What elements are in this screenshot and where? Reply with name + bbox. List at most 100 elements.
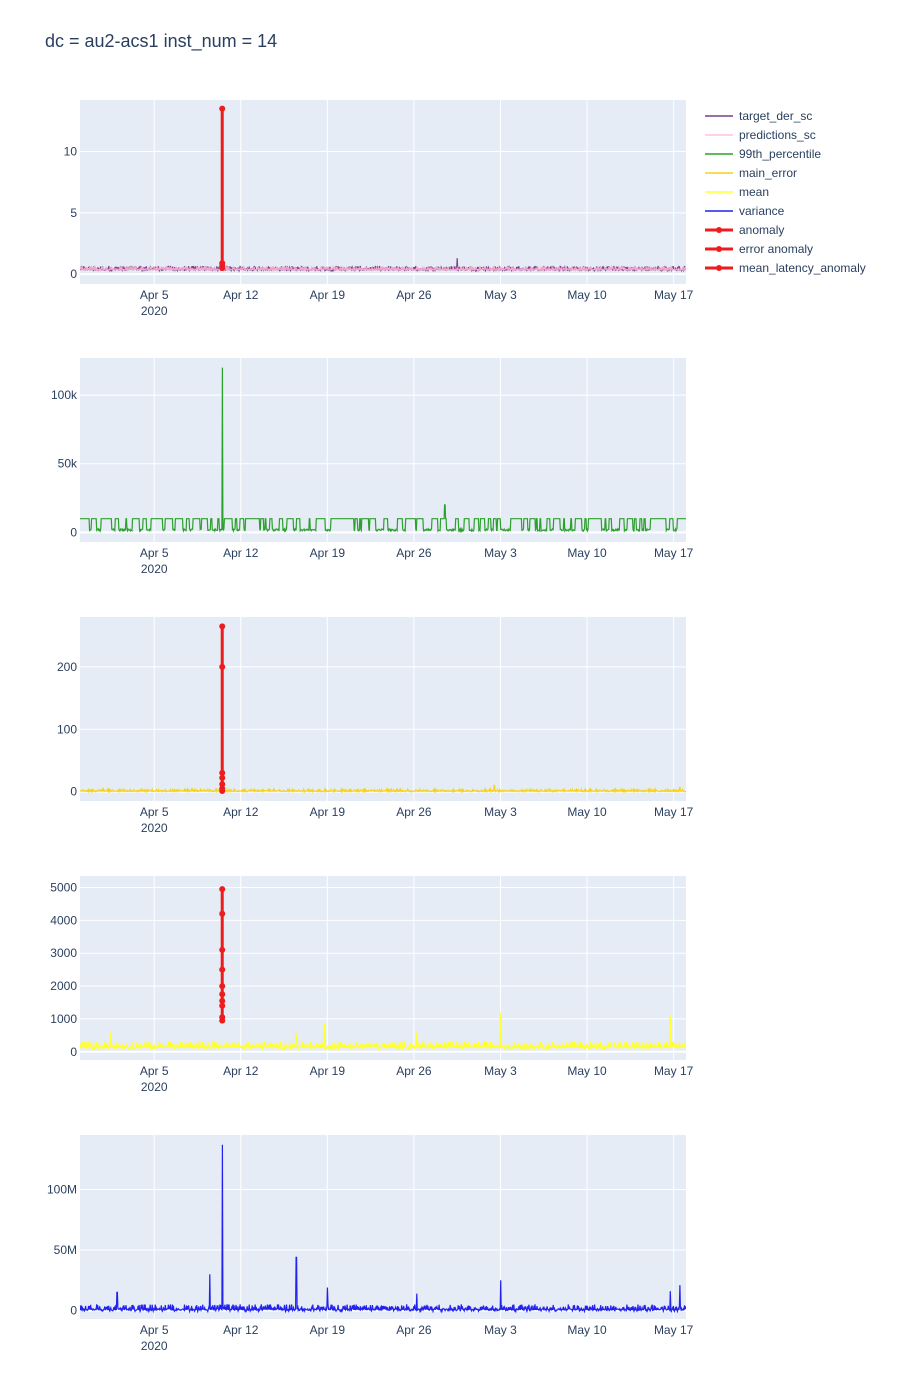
x-tick-label: Apr 19 — [310, 805, 346, 819]
x-tick-sublabel: 2020 — [141, 1339, 168, 1353]
x-tick-label: Apr 12 — [223, 805, 259, 819]
x-tick-sublabel: 2020 — [141, 821, 168, 835]
series-group — [80, 1144, 686, 1314]
x-tick-label: Apr 26 — [396, 546, 432, 560]
legend: target_der_sc predictions_sc 99th_percenti… — [705, 109, 866, 275]
y-tick-label: 100k — [51, 388, 78, 402]
legend-item[interactable]: error anomaly — [705, 242, 813, 256]
x-tick-label: May 3 — [484, 288, 517, 302]
y-tick-label: 100 — [57, 722, 77, 736]
error-anomaly-point — [219, 769, 226, 776]
legend-label: predictions_sc — [739, 128, 816, 142]
x-tick-label: Apr 5 — [140, 1323, 169, 1337]
mean-latency-anomaly-point — [219, 997, 226, 1004]
x-tick-label: May 17 — [654, 1064, 694, 1078]
series-group — [80, 105, 686, 273]
mean-latency-anomaly-point — [219, 983, 226, 990]
x-tick-label: May 10 — [567, 546, 607, 560]
series-group — [80, 367, 686, 534]
x-tick-label: Apr 5 — [140, 805, 169, 819]
x-tick-label: May 10 — [567, 288, 607, 302]
x-tick-sublabel: 2020 — [141, 1080, 168, 1094]
chart-title: dc = au2-acs1 inst_num = 14 — [45, 31, 278, 51]
legend-item[interactable]: main_error — [705, 166, 797, 180]
plot-background — [80, 100, 686, 284]
x-tick-label: May 3 — [484, 546, 517, 560]
subplot-2: Apr 5 2020 Apr 12 Apr 19 Apr 26 May 3 May 10 Ma… — [51, 358, 694, 576]
mean-latency-anomaly-point — [219, 1002, 226, 1009]
anomaly-point — [219, 260, 226, 267]
x-tick-label: Apr 26 — [396, 805, 432, 819]
x-tick-label: Apr 19 — [310, 1064, 346, 1078]
legend-item[interactable]: mean_latency_anomaly — [705, 261, 866, 275]
y-tick-label: 0 — [70, 1045, 77, 1059]
x-tick-label: Apr 26 — [396, 288, 432, 302]
error-anomaly-point — [219, 663, 226, 670]
legend-label: error anomaly — [739, 242, 813, 256]
x-tick-label: Apr 12 — [223, 288, 259, 302]
y-tick-label: 0 — [70, 1304, 77, 1318]
y-tick-label: 100M — [47, 1182, 77, 1196]
legend-item[interactable]: variance — [705, 204, 785, 218]
x-tick-label: Apr 5 — [140, 1064, 169, 1078]
x-tick-label: Apr 26 — [396, 1323, 432, 1337]
y-tick-label: 3000 — [50, 946, 77, 960]
x-tick-label: May 17 — [654, 288, 694, 302]
y-tick-label: 1000 — [50, 1012, 77, 1026]
x-tick-label: May 3 — [484, 805, 517, 819]
legend-item[interactable]: anomaly — [705, 223, 784, 237]
x-tick-label: Apr 5 — [140, 546, 169, 560]
99th-percentile-line — [80, 367, 686, 534]
y-tick-label: 200 — [57, 660, 77, 674]
legend-item[interactable]: predictions_sc — [705, 128, 816, 142]
x-tick-label: Apr 19 — [310, 1323, 346, 1337]
y-tick-label: 5 — [70, 206, 77, 220]
plot-background — [80, 876, 686, 1060]
mean-latency-anomaly-point — [219, 1014, 226, 1021]
plot-background — [80, 1135, 686, 1319]
x-tick-label: May 10 — [567, 805, 607, 819]
legend-label: anomaly — [739, 223, 784, 237]
series-group — [80, 623, 686, 795]
x-tick-label: Apr 19 — [310, 546, 346, 560]
series-group — [80, 886, 686, 1052]
legend-item[interactable]: target_der_sc — [705, 109, 812, 123]
x-tick-label: Apr 5 — [140, 288, 169, 302]
error-anomaly-point — [219, 623, 226, 630]
mean-latency-anomaly-point — [219, 946, 226, 953]
mean-latency-anomaly-point — [219, 991, 226, 998]
legend-swatch-marker — [716, 246, 722, 252]
x-tick-label: Apr 12 — [223, 1064, 259, 1078]
legend-swatch-marker — [716, 265, 722, 271]
x-tick-label: Apr 12 — [223, 546, 259, 560]
legend-item[interactable]: mean — [705, 185, 769, 199]
error-anomaly-point — [219, 781, 226, 788]
predictions-sc-line — [80, 264, 686, 273]
error-anomaly-point — [219, 785, 226, 792]
legend-label: mean_latency_anomaly — [739, 261, 866, 275]
legend-label: 99th_percentile — [739, 147, 821, 161]
x-tick-label: Apr 19 — [310, 288, 346, 302]
x-tick-label: May 10 — [567, 1064, 607, 1078]
plot-background — [80, 617, 686, 801]
anomaly-point — [219, 105, 226, 112]
y-tick-label: 10 — [64, 145, 78, 159]
legend-item[interactable]: 99th_percentile — [705, 147, 821, 161]
y-tick-label: 2000 — [50, 979, 77, 993]
legend-swatch-marker — [716, 227, 722, 233]
subplot-1: Apr 5 2020 Apr 12 Apr 19 Apr 26 May 3 May 10 Ma… — [64, 100, 694, 318]
x-tick-label: May 17 — [654, 805, 694, 819]
subplot-5: Apr 5 2020 Apr 12 Apr 19 Apr 26 May 3 May 10 Ma… — [47, 1135, 694, 1353]
mean-latency-anomaly-point — [219, 886, 226, 893]
y-tick-label: 50k — [58, 457, 78, 471]
error-anomaly-point — [219, 774, 226, 781]
x-tick-label: May 10 — [567, 1323, 607, 1337]
legend-label: variance — [739, 204, 785, 218]
x-tick-label: Apr 26 — [396, 1064, 432, 1078]
mean-latency-anomaly-point — [219, 966, 226, 973]
x-tick-label: May 3 — [484, 1064, 517, 1078]
mean-line — [80, 1012, 686, 1052]
legend-label: main_error — [739, 166, 797, 180]
x-tick-sublabel: 2020 — [141, 562, 168, 576]
